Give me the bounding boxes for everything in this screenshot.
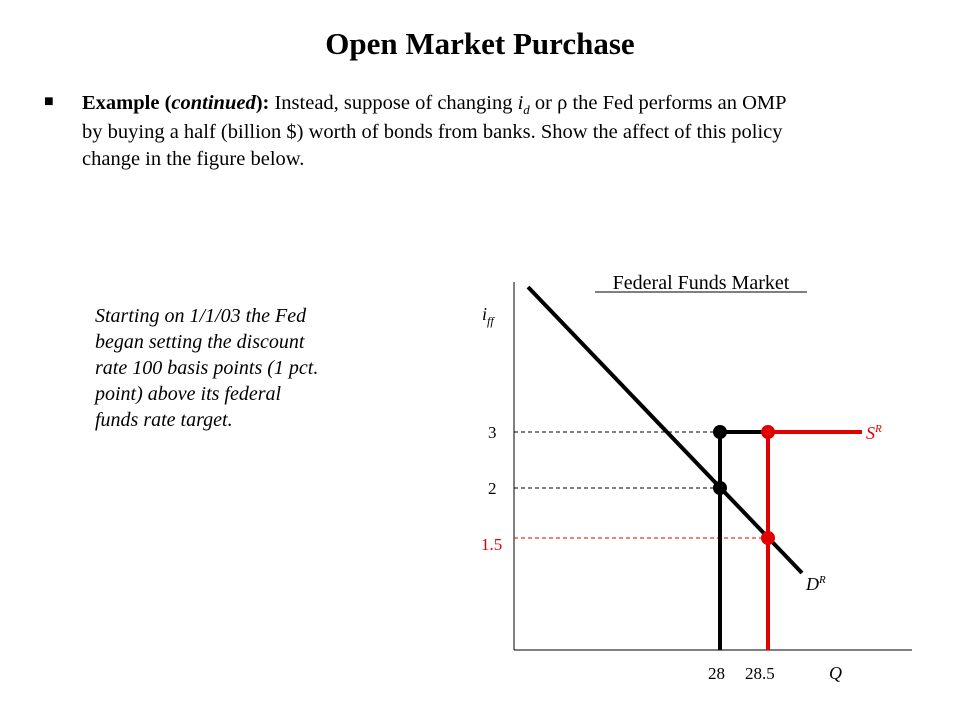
note-line: point) above its federal: [95, 383, 282, 405]
y-tick-label: 1.5: [481, 535, 502, 554]
note-line: began setting the discount: [95, 331, 305, 353]
y-tick-label: 3: [488, 423, 497, 442]
side-note: Starting on 1/1/03 the Fed began setting…: [95, 303, 395, 433]
bullet-text: Example (continued): Instead, suppose of…: [82, 92, 787, 170]
y-tick-label: 2: [488, 479, 497, 498]
graph-title: Federal Funds Market: [613, 272, 790, 294]
x-tick-label: 28.5: [745, 664, 775, 683]
bullet-lead: Example (continued):: [82, 92, 270, 114]
slide-title: Open Market Purchase: [325, 26, 635, 61]
point-equilibrium-original: [713, 481, 727, 495]
point-kink-new: [761, 425, 775, 439]
x-tick-label: 28: [708, 664, 725, 683]
point-equilibrium-new: [761, 531, 775, 545]
note-line: funds rate target.: [95, 409, 233, 431]
square-bullet-icon: ■: [44, 93, 54, 110]
demand-label: DR: [805, 574, 826, 594]
x-axis-label: Q: [829, 663, 842, 683]
point-kink-original: [713, 425, 727, 439]
y-axis-label: iff: [482, 304, 495, 328]
note-line: rate 100 basis points (1 pct.: [95, 357, 319, 379]
demand-curve: [526, 285, 804, 575]
bullet-line-3: change in the figure below.: [82, 148, 305, 170]
note-line: Starting on 1/1/03 the Fed: [95, 305, 307, 327]
supply-label: SR: [866, 423, 882, 443]
bullet-line-2: by buying a half (billion $) worth of bo…: [82, 120, 783, 143]
